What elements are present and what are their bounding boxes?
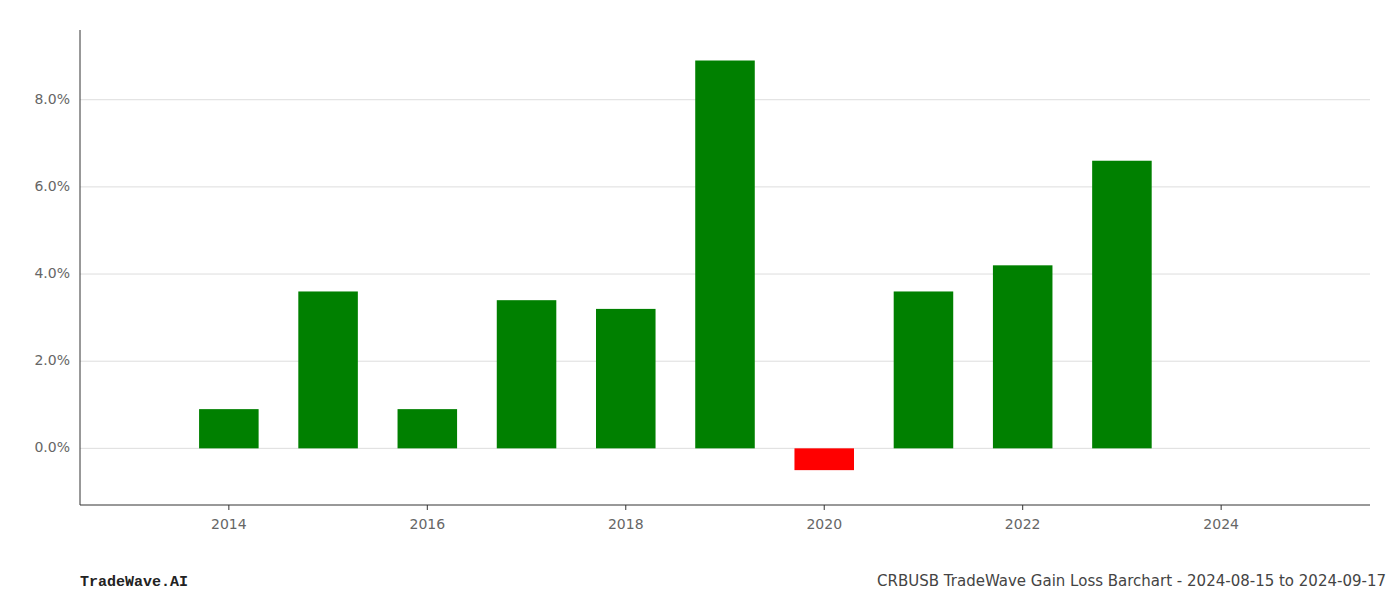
x-tick — [1022, 505, 1023, 510]
bar — [497, 300, 557, 448]
x-tick-label: 2018 — [608, 516, 644, 532]
x-tick — [228, 505, 229, 510]
bar — [298, 291, 358, 448]
bar — [199, 409, 259, 448]
x-tick-label: 2020 — [806, 516, 842, 532]
bar — [1092, 161, 1152, 449]
footer-left: TradeWave.AI — [80, 574, 188, 591]
y-tick-label: 6.0% — [34, 178, 70, 194]
chart: 0.0% 2.0% 4.0% 6.0% 8.0% 2014 2016 2018 2020 2022… — [0, 0, 1400, 600]
x-tick-label: 2022 — [1005, 516, 1041, 532]
bar — [894, 291, 954, 448]
footer-right: CRBUSB TradeWave Gain Loss Barchart - 20… — [877, 572, 1386, 590]
y-tick-label: 0.0% — [34, 439, 70, 455]
bar — [695, 61, 755, 449]
bar — [596, 309, 656, 448]
y-tick-label: 8.0% — [34, 91, 70, 107]
x-tick-label: 2016 — [409, 516, 445, 532]
x-tick — [427, 505, 428, 510]
bar — [794, 448, 854, 470]
bar — [398, 409, 458, 448]
x-tick — [824, 505, 825, 510]
bars — [199, 61, 1152, 471]
x-tick-label: 2024 — [1203, 516, 1239, 532]
bar — [993, 265, 1053, 448]
x-tick — [625, 505, 626, 510]
y-tick-label: 4.0% — [34, 265, 70, 281]
x-axis-line — [80, 505, 1370, 506]
y-axis-line — [80, 30, 81, 505]
y-tick-label: 2.0% — [34, 352, 70, 368]
x-tick — [1221, 505, 1222, 510]
x-tick-label: 2014 — [211, 516, 247, 532]
